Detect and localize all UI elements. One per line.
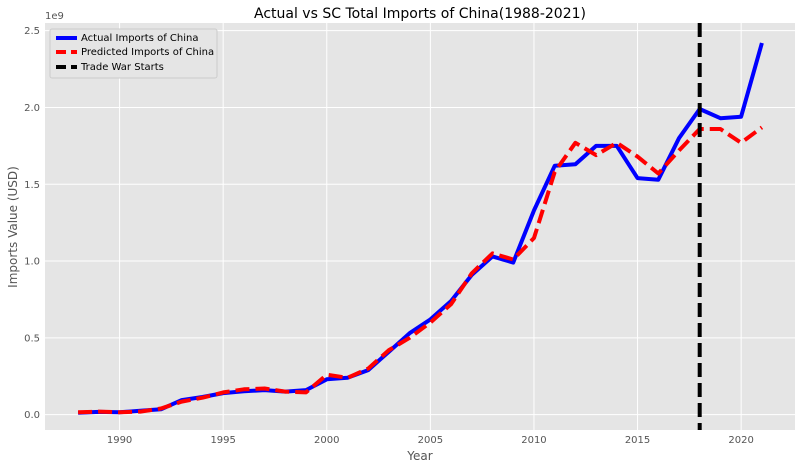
x-tick-label: 2015	[625, 435, 650, 446]
legend-box	[49, 28, 218, 79]
chart-title: Actual vs SC Total Imports of China(1988…	[254, 6, 586, 22]
x-tick-label: 2020	[728, 435, 753, 446]
x-tick-label: 2005	[418, 435, 443, 446]
grid	[45, 23, 795, 430]
y-tick-label: 0.0	[24, 410, 40, 421]
y-tick-label: 0.5	[24, 333, 40, 344]
x-tick-label: 1995	[210, 435, 235, 446]
y-tick-label: 2.0	[24, 103, 40, 114]
legend-label-actual: Actual Imports of China	[81, 33, 198, 44]
y-scale-multiplier: 1e9	[45, 11, 64, 22]
x-axis-label: Year	[406, 449, 432, 463]
legend-label-predicted: Predicted Imports of China	[81, 47, 214, 58]
tick-labels: 1990 1995 2000 2005 2010 2015 2020 0.0 0.5 1.0 1.5…	[24, 26, 754, 446]
y-axis-label: Imports Value (USD)	[6, 166, 20, 288]
y-tick-label: 1.5	[24, 180, 40, 191]
series-layer	[78, 23, 764, 430]
y-tick-label: 1.0	[24, 257, 40, 268]
x-tick-label: 2010	[521, 435, 546, 446]
y-tick-label: 2.5	[24, 26, 40, 37]
x-tick-label: 1990	[107, 435, 132, 446]
series-line-actual	[78, 42, 764, 415]
plot-background	[45, 23, 795, 430]
legend: Actual Imports of China Predicted Import…	[49, 28, 218, 79]
x-tick-label: 2000	[314, 435, 339, 446]
series-line-predicted	[78, 125, 764, 415]
legend-label-trade-war: Trade War Starts	[80, 62, 164, 73]
